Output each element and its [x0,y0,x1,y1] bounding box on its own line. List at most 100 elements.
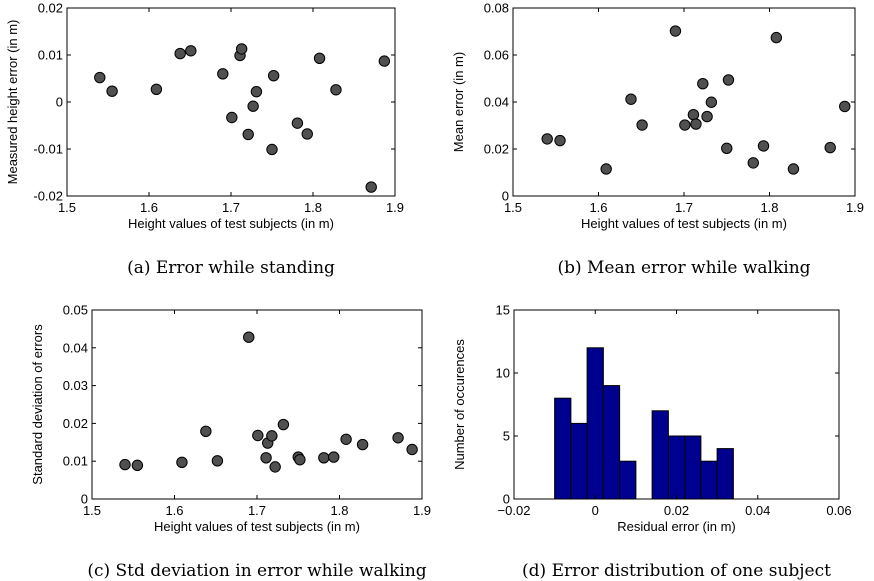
x-tick-label: 1.6 [140,200,158,215]
y-axis-label: Number of occurences [452,339,467,470]
data-point [94,71,106,84]
data-point [705,96,718,108]
histogram-bar [684,435,702,500]
data-point [250,85,263,98]
data-point [131,459,144,472]
y-axis-label: Measured height error (in m) [5,20,20,185]
histogram-bar [554,397,572,500]
data-point [356,438,369,451]
data-point [600,163,612,175]
data-point [185,45,197,57]
x-tick-label: 0 [592,503,599,518]
data-point [770,31,783,44]
data-point [554,134,566,147]
data-point [679,119,691,131]
y-tick-label: 0 [503,492,510,507]
data-point [235,43,248,55]
data-point [747,157,759,169]
histogram-bar [651,410,669,500]
data-point [625,93,637,105]
y-tick-label: 0 [56,95,63,110]
y-tick-label: 0 [502,189,509,204]
y-tick-label: 0.02 [484,142,509,157]
data-point [211,455,224,467]
panel-b: 1.5 1.6 1.7 1.8 1.9 0 0.02 0.04 0.06 0.08 Height v… [451,1,864,279]
x-tick-label: 1.6 [165,503,183,518]
panel-c: 1.5 1.6 1.7 1.8 1.9 0 0.01 0.02 0.03 0.04 0.05 Heig… [30,303,431,581]
y-tick-label: -0.02 [33,189,63,204]
x-tick-label: 1.7 [248,503,266,518]
y-tick-label: 10 [496,366,510,381]
data-point [328,451,340,463]
data-point [266,143,278,156]
subfigure-caption: (b) Mean error while walking [557,258,810,278]
plot-frame [66,7,396,197]
data-point [226,111,238,124]
data-point [277,418,290,431]
x-tick-label: 1.5 [83,503,101,518]
x-tick-label: 1.9 [386,200,404,215]
x-tick-label: 1.9 [846,200,864,215]
data-point [330,84,342,96]
x-tick-label: 1.7 [675,200,693,215]
data-point [669,25,682,37]
data-point [260,452,272,464]
data-point [174,47,186,60]
y-tick-label: 0 [81,492,88,507]
x-axis-label: Height values of test subjects (in m) [128,216,334,231]
data-point [313,52,326,64]
data-point [722,74,735,86]
x-tick-label: 0.04 [745,503,770,518]
data-point [119,458,131,471]
data-point [721,142,733,154]
subfigure-caption: (c) Std deviation in error while walking [87,561,426,581]
x-tick-label: 1.7 [222,200,240,215]
x-tick-label: 1.5 [504,200,522,215]
x-tick-label: −0.02 [498,503,531,518]
y-tick-label: 0.05 [63,303,88,318]
subfigure-caption: (d) Error distribution of one subject [522,561,831,581]
data-point [106,85,118,97]
plot-frame [512,7,856,197]
x-tick-label: 1.8 [760,200,778,215]
y-tick-label: 0.04 [484,95,509,110]
data-point [365,181,377,193]
subfigure-caption: (a) Error while standing [127,258,335,278]
y-tick-label: 0.04 [63,340,88,355]
data-point [687,108,700,121]
histogram-bar [586,347,604,500]
data-point [757,140,770,152]
x-tick-label: 1.5 [58,200,76,215]
x-tick-label: 1.8 [330,503,348,518]
x-tick-label: 0.02 [664,503,689,518]
plot-frame [91,309,423,500]
data-point [243,331,255,343]
data-point [266,430,278,442]
data-point [392,432,404,444]
data-point [636,119,648,131]
x-tick-label: 1.8 [304,200,322,215]
data-point [247,100,259,112]
y-tick-label: 0.01 [63,454,88,469]
x-axis-label: Residual error (in m) [617,519,735,534]
data-point [701,110,713,123]
histogram-bar [716,448,734,500]
data-point [541,133,553,145]
x-tick-label: 0.06 [826,503,851,518]
data-point [697,77,709,90]
x-tick-label: 1.6 [589,200,607,215]
data-point [301,128,313,140]
histogram-bar [619,460,637,500]
x-axis-label: Height values of test subjects (in m) [154,519,360,534]
data-point [150,83,163,96]
y-tick-label: 15 [496,303,510,318]
panel-a: 1.5 1.6 1.7 1.8 1.9 -0.02 -0.01 0 0.01 0.02 Height… [5,1,404,279]
data-point [787,163,800,175]
y-tick-label: 5 [503,429,510,444]
x-tick-label: 1.9 [413,503,431,518]
data-point [176,456,188,469]
data-point [294,453,306,466]
y-tick-label: 0.08 [484,1,509,16]
